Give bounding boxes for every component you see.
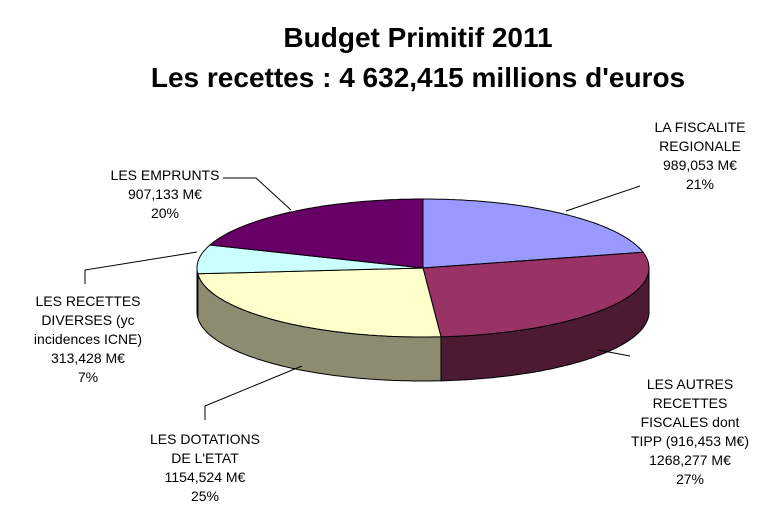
chart-title: Budget Primitif 2011 [283, 22, 553, 53]
slice-label: LES RECETTES DIVERSES (yc incidences ICN… [0, 292, 178, 387]
category-label: LES DOTATIONS DE L'ETAT [150, 431, 260, 466]
chart-subtitle: Les recettes : 4 632,415 millions d'euro… [150, 62, 686, 93]
slice-label: LES EMPRUNTS 907,133 M€ 20% [75, 166, 255, 223]
slice-side [196, 268, 199, 318]
leader-line [204, 365, 303, 420]
slice-label: LES DOTATIONS DE L'ETAT 1154,524 M€ 25% [115, 430, 295, 506]
category-label: LA FISCALITE REGIONALE [654, 119, 746, 154]
slice-label: LA FISCALITE REGIONALE 989,053 M€ 21% [610, 118, 774, 194]
percent-label: 7% [77, 369, 99, 385]
slice [208, 198, 424, 269]
leader-line [223, 177, 292, 211]
percent-label: 25% [190, 488, 220, 504]
percent-label: 27% [675, 471, 705, 487]
leader-line [597, 349, 631, 357]
value-label: 1268,277 M€ [649, 452, 731, 468]
slice-label: LES AUTRES RECETTES FISCALES dont TIPP (… [600, 375, 774, 489]
category-label: LES EMPRUNTS [110, 167, 220, 183]
value-label: 989,053 M€ [663, 157, 737, 173]
category-label: LES AUTRES RECETTES FISCALES dont TIPP (… [630, 376, 750, 449]
percent-label: 21% [685, 176, 715, 192]
slice [197, 267, 442, 338]
leader-line [84, 251, 198, 284]
slice [422, 251, 650, 338]
value-label: 1154,524 M€ [164, 469, 246, 485]
leader-line [565, 185, 641, 212]
value-label: 907,133 M€ [128, 186, 202, 202]
value-label: 313,428 M€ [51, 350, 125, 366]
slice [196, 244, 424, 275]
slice [422, 198, 645, 269]
category-label: LES RECETTES DIVERSES (yc incidences ICN… [33, 293, 143, 347]
percent-label: 20% [150, 205, 180, 221]
